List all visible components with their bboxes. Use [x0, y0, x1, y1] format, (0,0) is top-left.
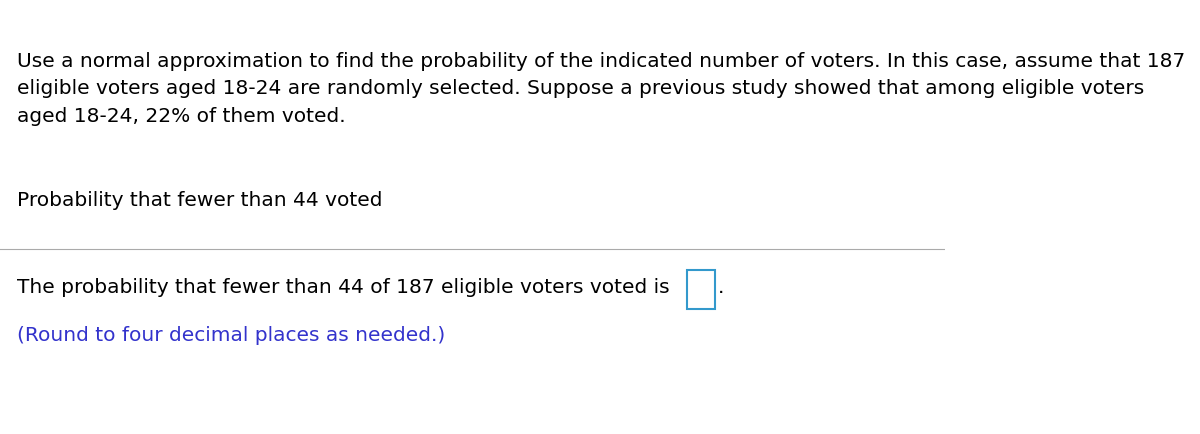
Text: Probability that fewer than 44 voted: Probability that fewer than 44 voted: [17, 191, 383, 210]
Text: Use a normal approximation to find the probability of the indicated number of vo: Use a normal approximation to find the p…: [17, 52, 1186, 125]
Text: .: .: [718, 278, 725, 297]
FancyBboxPatch shape: [686, 270, 715, 309]
Text: The probability that fewer than 44 of 187 eligible voters voted is: The probability that fewer than 44 of 18…: [17, 278, 676, 297]
Text: (Round to four decimal places as needed.): (Round to four decimal places as needed.…: [17, 326, 445, 345]
